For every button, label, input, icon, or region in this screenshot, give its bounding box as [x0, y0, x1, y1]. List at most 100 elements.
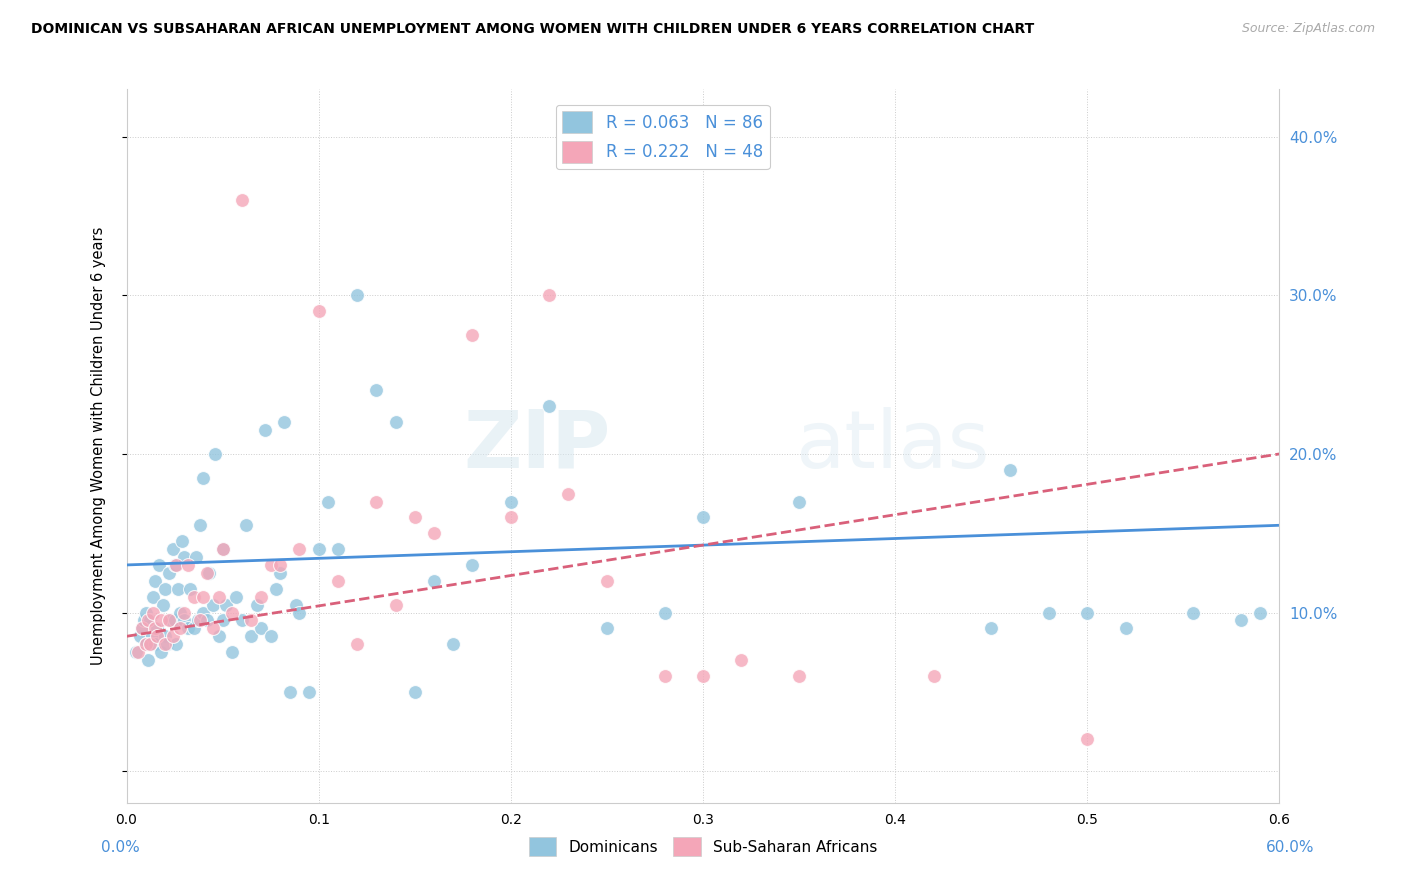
Point — [153, 637, 176, 651]
Point — [250, 590, 273, 604]
Point — [135, 637, 157, 651]
Point — [1249, 606, 1271, 620]
Point — [157, 614, 180, 628]
Point — [211, 542, 233, 557]
Point — [131, 621, 153, 635]
Point — [250, 621, 273, 635]
Point — [269, 566, 291, 580]
Point — [157, 566, 180, 580]
Point — [221, 606, 243, 620]
Point — [211, 542, 233, 557]
Point — [366, 494, 388, 508]
Point — [177, 558, 200, 572]
Point — [150, 645, 173, 659]
Point — [215, 598, 238, 612]
Point — [288, 542, 311, 557]
Point — [127, 645, 149, 659]
Point — [366, 384, 388, 398]
Legend: R = 0.063   N = 86, R = 0.222   N = 48: R = 0.063 N = 86, R = 0.222 N = 48 — [555, 104, 769, 169]
Point — [1038, 606, 1060, 620]
Point — [235, 518, 257, 533]
Point — [188, 614, 211, 628]
Point — [145, 574, 166, 588]
Point — [198, 566, 221, 580]
Point — [441, 637, 464, 651]
Point — [145, 637, 166, 651]
Point — [195, 566, 218, 580]
Point — [162, 629, 184, 643]
Point — [136, 653, 159, 667]
Point — [288, 606, 311, 620]
Point — [135, 637, 157, 651]
Point — [184, 549, 207, 564]
Point — [172, 534, 194, 549]
Point — [326, 542, 349, 557]
Legend: Dominicans, Sub-Saharan Africans: Dominicans, Sub-Saharan Africans — [523, 831, 883, 862]
Point — [195, 614, 218, 628]
Point — [1230, 614, 1253, 628]
Text: DOMINICAN VS SUBSAHARAN AFRICAN UNEMPLOYMENT AMONG WOMEN WITH CHILDREN UNDER 6 Y: DOMINICAN VS SUBSAHARAN AFRICAN UNEMPLOY… — [31, 22, 1035, 37]
Point — [787, 494, 810, 508]
Point — [150, 614, 173, 628]
Point — [173, 614, 195, 628]
Point — [138, 614, 160, 628]
Point — [787, 669, 810, 683]
Point — [1000, 463, 1022, 477]
Point — [208, 629, 231, 643]
Point — [326, 574, 349, 588]
Point — [146, 621, 169, 635]
Point — [259, 558, 281, 572]
Point — [132, 614, 155, 628]
Point — [557, 486, 579, 500]
Point — [596, 621, 619, 635]
Point — [202, 598, 225, 612]
Point — [193, 606, 215, 620]
Point — [318, 494, 340, 508]
Point — [404, 685, 426, 699]
Point — [346, 637, 368, 651]
Point — [221, 645, 243, 659]
Text: ZIP: ZIP — [464, 407, 610, 485]
Point — [162, 542, 184, 557]
Point — [240, 629, 263, 643]
Point — [240, 614, 263, 628]
Point — [423, 574, 446, 588]
Point — [1076, 606, 1098, 620]
Point — [298, 685, 321, 699]
Point — [231, 193, 253, 207]
Point — [596, 574, 619, 588]
Point — [167, 582, 190, 596]
Point — [142, 590, 165, 604]
Point — [253, 423, 276, 437]
Point — [980, 621, 1002, 635]
Point — [125, 645, 148, 659]
Text: atlas: atlas — [796, 407, 990, 485]
Point — [145, 621, 166, 635]
Point — [308, 542, 330, 557]
Point — [142, 606, 165, 620]
Point — [284, 598, 307, 612]
Point — [538, 288, 561, 302]
Point — [208, 590, 231, 604]
Point — [153, 582, 176, 596]
Point — [193, 590, 215, 604]
Point — [183, 621, 205, 635]
Point — [202, 621, 225, 635]
Point — [211, 614, 233, 628]
Point — [187, 614, 209, 628]
Point — [423, 526, 446, 541]
Y-axis label: Unemployment Among Women with Children Under 6 years: Unemployment Among Women with Children U… — [91, 227, 105, 665]
Text: 60.0%: 60.0% — [1267, 840, 1315, 855]
Point — [163, 558, 186, 572]
Point — [259, 629, 281, 643]
Point — [169, 606, 191, 620]
Point — [173, 606, 195, 620]
Point — [246, 598, 269, 612]
Point — [148, 558, 170, 572]
Point — [136, 614, 159, 628]
Point — [461, 328, 484, 343]
Point — [730, 653, 752, 667]
Point — [166, 637, 188, 651]
Point — [499, 494, 522, 508]
Point — [193, 471, 215, 485]
